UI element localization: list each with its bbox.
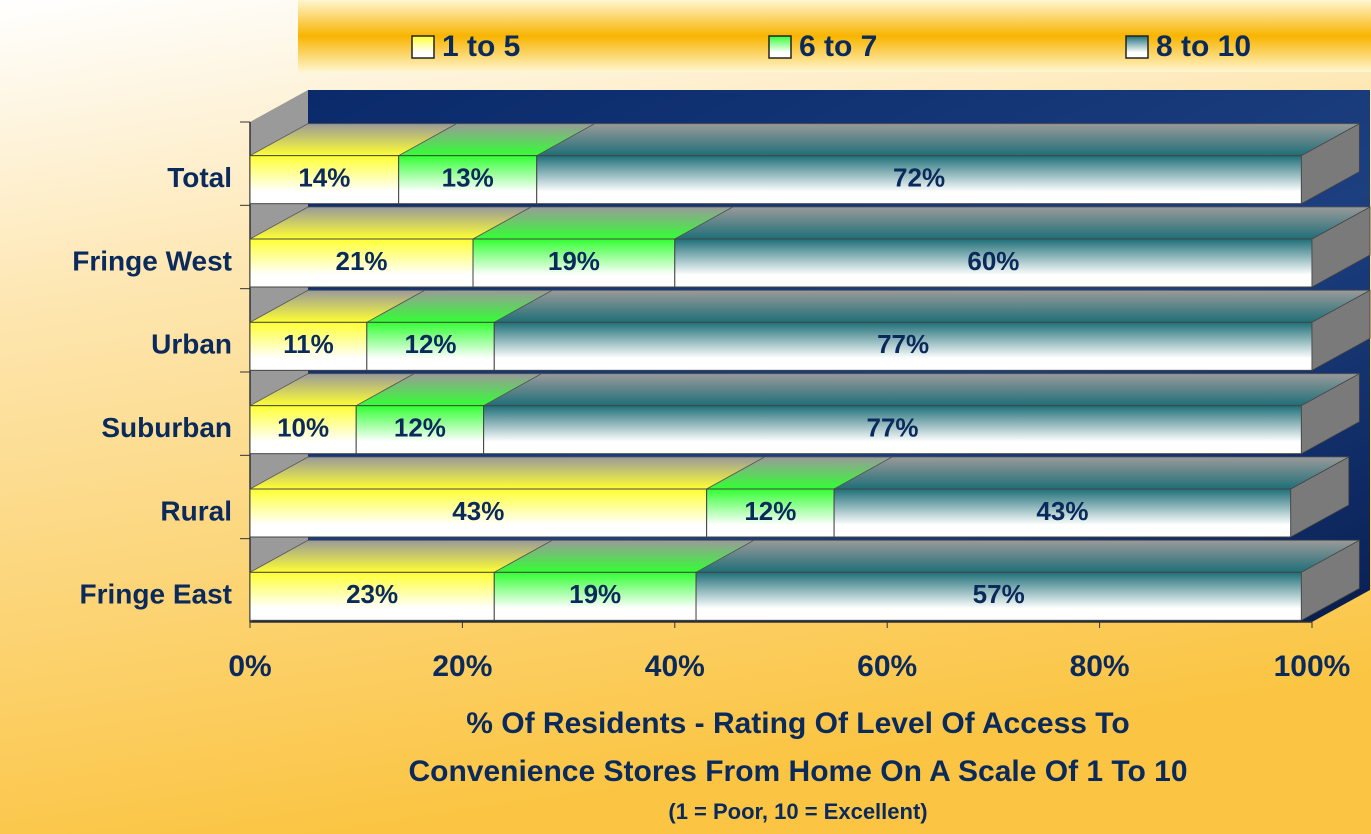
bar-side xyxy=(1300,372,1360,455)
bar xyxy=(695,571,1302,621)
value-label: 43% xyxy=(1036,496,1088,526)
x-axis-title: % Of Residents - Rating Of Level Of Acce… xyxy=(466,707,1129,740)
value-label: 14% xyxy=(298,163,350,193)
bar-top xyxy=(536,123,1360,157)
bar xyxy=(355,405,485,455)
bar-top xyxy=(674,206,1371,240)
y-tick-label: Fringe East xyxy=(80,579,232,610)
bar-side xyxy=(1311,206,1371,288)
bar xyxy=(249,488,708,538)
legend-swatch xyxy=(768,35,792,59)
value-label: 19% xyxy=(569,579,621,609)
bar xyxy=(674,238,1313,288)
x-tick-label: 0% xyxy=(228,650,271,683)
y-tick-label: Rural xyxy=(160,495,232,526)
value-label: 60% xyxy=(967,246,1019,276)
value-label: 12% xyxy=(394,413,446,443)
value-label: 12% xyxy=(744,496,796,526)
bar-top xyxy=(483,373,1360,407)
value-label: 13% xyxy=(442,163,494,193)
bar xyxy=(398,155,538,205)
legend-band xyxy=(298,0,1371,72)
value-label: 21% xyxy=(335,246,387,276)
x-axis-title: Convenience Stores From Home On A Scale … xyxy=(408,755,1187,788)
bar-top xyxy=(833,456,1349,490)
y-tick-label: Total xyxy=(167,162,232,193)
x-tick-label: 60% xyxy=(857,650,917,683)
legend-label: 1 to 5 xyxy=(442,30,520,63)
value-label: 11% xyxy=(283,329,334,359)
legend-swatch xyxy=(1125,35,1149,59)
subtitle: (1 = Poor, 10 = Excellent) xyxy=(668,799,927,824)
x-tick-label: 100% xyxy=(1274,650,1351,683)
bar-side xyxy=(1311,289,1371,372)
bar xyxy=(249,405,357,455)
value-label: 43% xyxy=(452,496,504,526)
bar xyxy=(249,155,400,205)
y-tick-label: Fringe West xyxy=(72,245,232,276)
bar xyxy=(249,238,474,288)
bar xyxy=(493,571,697,621)
value-label: 10% xyxy=(277,413,329,443)
x-tick-label: 40% xyxy=(645,650,705,683)
bar-top xyxy=(249,456,765,490)
value-label: 72% xyxy=(893,163,945,193)
bar-top xyxy=(494,289,1371,323)
legend-swatch xyxy=(411,35,435,59)
value-label: 12% xyxy=(405,329,457,359)
plot: 14% 13% 72% 21% 19% 60% 11% 12% 77% 10% 12% 77% 43% 1… xyxy=(249,122,1371,622)
value-label: 23% xyxy=(346,579,398,609)
value-label: 57% xyxy=(973,579,1025,609)
bar-side xyxy=(1290,456,1350,538)
bar-top xyxy=(695,539,1360,573)
bar xyxy=(366,321,495,371)
bar-side xyxy=(1300,539,1360,622)
bar xyxy=(472,238,676,288)
value-label: 77% xyxy=(866,413,918,443)
value-label: 77% xyxy=(877,329,929,359)
y-tick-label: Urban xyxy=(151,329,232,360)
value-label: 19% xyxy=(548,246,600,276)
legend-label: 6 to 7 xyxy=(799,30,877,63)
bar xyxy=(536,155,1302,205)
bar xyxy=(249,321,368,371)
bar-side xyxy=(1300,122,1360,205)
bar xyxy=(833,488,1292,538)
legend-label: 8 to 10 xyxy=(1156,30,1251,63)
bar xyxy=(483,405,1302,455)
bar xyxy=(249,571,495,621)
x-tick-label: 20% xyxy=(432,650,492,683)
y-tick-label: Suburban xyxy=(101,412,232,443)
x-tick-label: 80% xyxy=(1070,650,1130,683)
